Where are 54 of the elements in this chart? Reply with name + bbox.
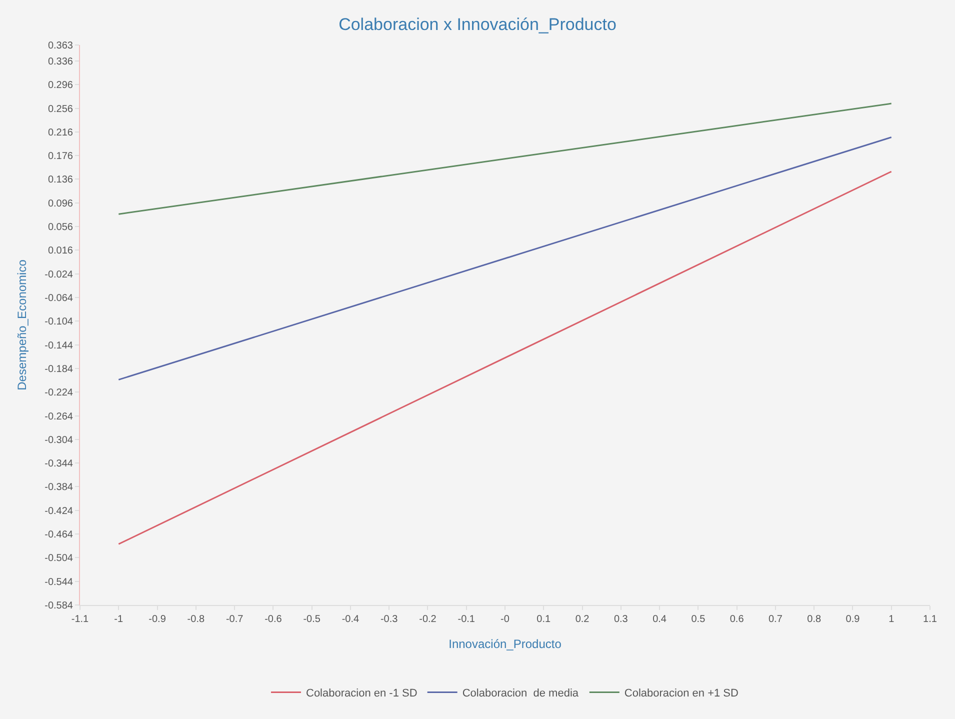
- x-tick-label: -0.9: [148, 614, 166, 625]
- y-tick-label: -0.344: [44, 458, 74, 470]
- y-tick-label: -0.424: [44, 506, 74, 517]
- x-tick-label: -0.7: [226, 614, 244, 625]
- x-tick-label: -1: [114, 614, 124, 625]
- chart-title: Colaboracion x Innovación_Producto: [338, 14, 616, 34]
- x-tick-label: -0: [500, 614, 510, 625]
- x-tick-label: 0.3: [614, 614, 628, 625]
- y-tick-label: -0.384: [44, 482, 74, 494]
- y-tick-label: 0.296: [48, 80, 74, 92]
- x-tick-label: 0.9: [846, 614, 860, 625]
- legend-label: Colaboracion de media: [462, 688, 580, 700]
- y-axis-title: Desempeño_Economico: [14, 259, 29, 390]
- y-tick-label: 0.256: [48, 104, 74, 115]
- x-tick-label: 0.4: [652, 614, 667, 625]
- x-tick-label: 0.2: [575, 614, 590, 625]
- x-tick-label: 0.7: [768, 614, 783, 625]
- x-tick-label: -0.8: [187, 614, 205, 625]
- x-tick-label: -0.4: [342, 614, 360, 625]
- y-tick-label: 0.176: [48, 151, 74, 162]
- x-tick-label: 0.8: [807, 614, 822, 625]
- y-tick-label: 0.216: [48, 127, 74, 138]
- x-tick-label: -1.1: [71, 614, 90, 625]
- y-tick-label: -0.064: [44, 293, 74, 304]
- x-tick-label: 0.5: [691, 614, 706, 625]
- y-tick-label: -0.504: [44, 553, 74, 564]
- y-tick-label: 0.336: [48, 56, 74, 68]
- y-tick-label: 0.136: [48, 174, 74, 186]
- y-tick-label: -0.144: [44, 340, 74, 352]
- x-tick-label: 0.6: [730, 614, 744, 625]
- y-tick-label: -0.544: [44, 576, 74, 588]
- y-tick-label: -0.464: [44, 530, 74, 541]
- x-tick-label: -0.6: [264, 614, 282, 625]
- legend-label: Colaboracion en -1 SD: [306, 688, 418, 700]
- y-tick-label: 0.363: [48, 40, 74, 52]
- x-tick-label: -0.3: [380, 614, 398, 625]
- y-tick-label: -0.024: [44, 269, 74, 280]
- x-tick-label: 1.1: [923, 614, 938, 625]
- y-tick-label: 0.016: [48, 246, 74, 257]
- legend-label: Colaboracion en +1 SD: [624, 688, 739, 700]
- y-tick-label: -0.184: [44, 364, 74, 375]
- y-tick-label: -0.104: [44, 316, 74, 328]
- x-tick-label: -0.5: [303, 614, 321, 625]
- x-axis-title: Innovación_Producto: [448, 636, 562, 651]
- y-tick-label: 0.096: [48, 198, 74, 210]
- y-tick-label: -0.264: [44, 411, 74, 422]
- x-tick-label: -0.2: [419, 614, 437, 625]
- x-tick-label: -0.1: [458, 614, 476, 625]
- x-tick-label: 0.1: [536, 614, 552, 625]
- y-tick-label: -0.584: [44, 600, 74, 612]
- y-tick-label: 0.056: [48, 222, 74, 234]
- y-tick-label: -0.304: [44, 434, 74, 446]
- y-tick-label: -0.224: [44, 388, 74, 399]
- x-tick-label: 1: [888, 614, 895, 625]
